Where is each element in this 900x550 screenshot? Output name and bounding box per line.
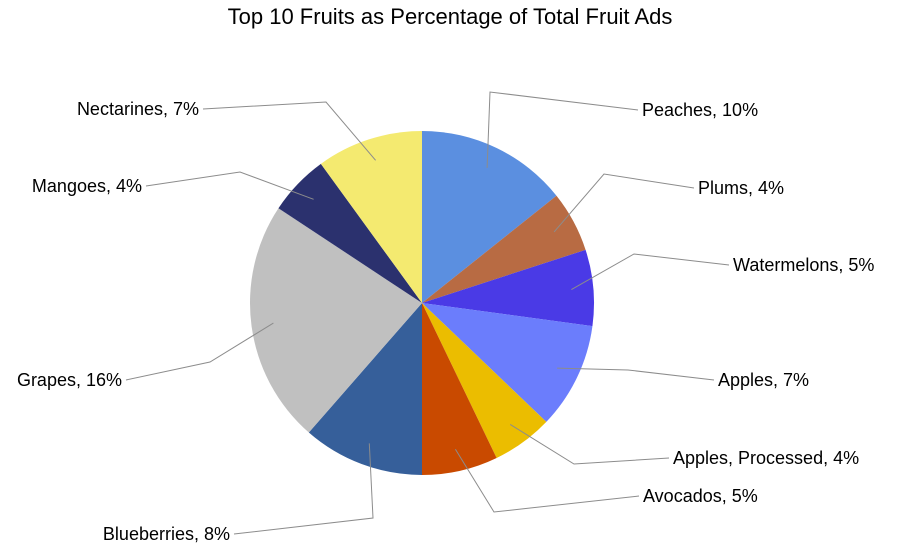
leader-line-plums: [553, 173, 695, 233]
pie-slice-watermelons: [422, 249, 594, 327]
pie-slice-grapes: [249, 208, 422, 433]
slice-label-avocados: Avocados, 5%: [643, 486, 758, 506]
slice-label-blueberries: Blueberries, 8%: [103, 524, 230, 544]
slice-label-apples: Apples, 7%: [718, 370, 809, 390]
leader-line-peaches: [486, 91, 639, 168]
pie-slice-apples: [422, 303, 593, 422]
leader-line-grapes: [125, 322, 274, 381]
pie-slice-apples-processed: [422, 303, 547, 458]
leader-line-apples: [557, 367, 715, 381]
leader-line-avocados: [454, 448, 640, 513]
chart-title: Top 10 Fruits as Percentage of Total Fru…: [227, 4, 673, 29]
leader-line-watermelons: [571, 253, 730, 291]
slice-label-grapes: Grapes, 16%: [17, 370, 122, 390]
slice-label-watermelons: Watermelons, 5%: [733, 255, 874, 275]
pie-slice-plums: [422, 195, 586, 303]
leader-line-apples-processed: [509, 423, 670, 465]
slice-label-peaches: Peaches, 10%: [642, 100, 758, 120]
slice-label-apples-processed: Apples, Processed, 4%: [673, 448, 859, 468]
slice-label-mangoes: Mangoes, 4%: [32, 176, 142, 196]
pie-slice-peaches: [422, 131, 557, 303]
slice-label-nectarines: Nectarines, 7%: [77, 99, 199, 119]
leader-line-nectarines: [202, 101, 376, 161]
pie-slice-nectarines: [320, 131, 422, 303]
slice-label-plums: Plums, 4%: [698, 178, 784, 198]
pie-slice-blueberries: [308, 303, 422, 476]
leader-line-blueberries: [233, 443, 374, 535]
pie-slice-avocados: [422, 303, 497, 475]
pie-slice-mangoes: [278, 163, 422, 303]
leader-line-mangoes: [145, 171, 314, 200]
